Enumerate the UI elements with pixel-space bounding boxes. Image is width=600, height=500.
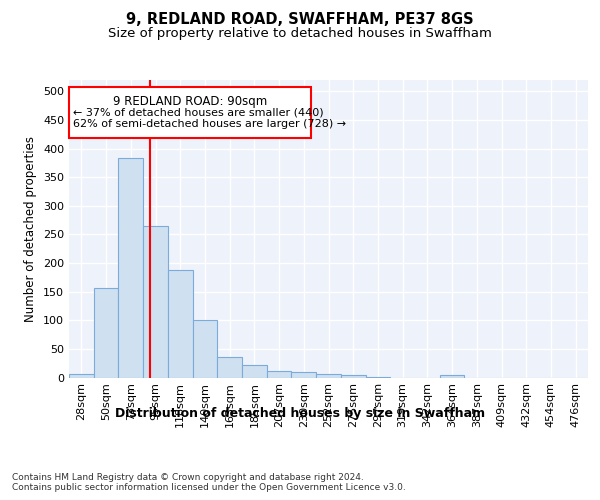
Bar — [118, 158, 143, 378]
Text: Contains HM Land Registry data © Crown copyright and database right 2024.: Contains HM Land Registry data © Crown c… — [12, 472, 364, 482]
Bar — [143, 226, 168, 378]
Bar — [316, 374, 341, 378]
Bar — [242, 366, 267, 378]
Text: Distribution of detached houses by size in Swaffham: Distribution of detached houses by size … — [115, 408, 485, 420]
Bar — [168, 270, 193, 378]
Bar — [267, 370, 292, 378]
Bar — [440, 375, 464, 378]
Bar — [341, 375, 365, 378]
Text: Contains public sector information licensed under the Open Government Licence v3: Contains public sector information licen… — [12, 484, 406, 492]
Text: 9 REDLAND ROAD: 90sqm: 9 REDLAND ROAD: 90sqm — [113, 95, 267, 108]
Text: Size of property relative to detached houses in Swaffham: Size of property relative to detached ho… — [108, 28, 492, 40]
Text: 9, REDLAND ROAD, SWAFFHAM, PE37 8GS: 9, REDLAND ROAD, SWAFFHAM, PE37 8GS — [126, 12, 474, 28]
Text: 62% of semi-detached houses are larger (728) →: 62% of semi-detached houses are larger (… — [73, 120, 346, 130]
Bar — [217, 358, 242, 378]
Bar — [365, 377, 390, 378]
Bar — [292, 372, 316, 378]
Bar — [193, 320, 217, 378]
Text: ← 37% of detached houses are smaller (440): ← 37% of detached houses are smaller (44… — [73, 108, 323, 118]
FancyBboxPatch shape — [69, 87, 311, 139]
Bar — [69, 374, 94, 378]
Bar — [94, 288, 118, 378]
Y-axis label: Number of detached properties: Number of detached properties — [25, 136, 37, 322]
